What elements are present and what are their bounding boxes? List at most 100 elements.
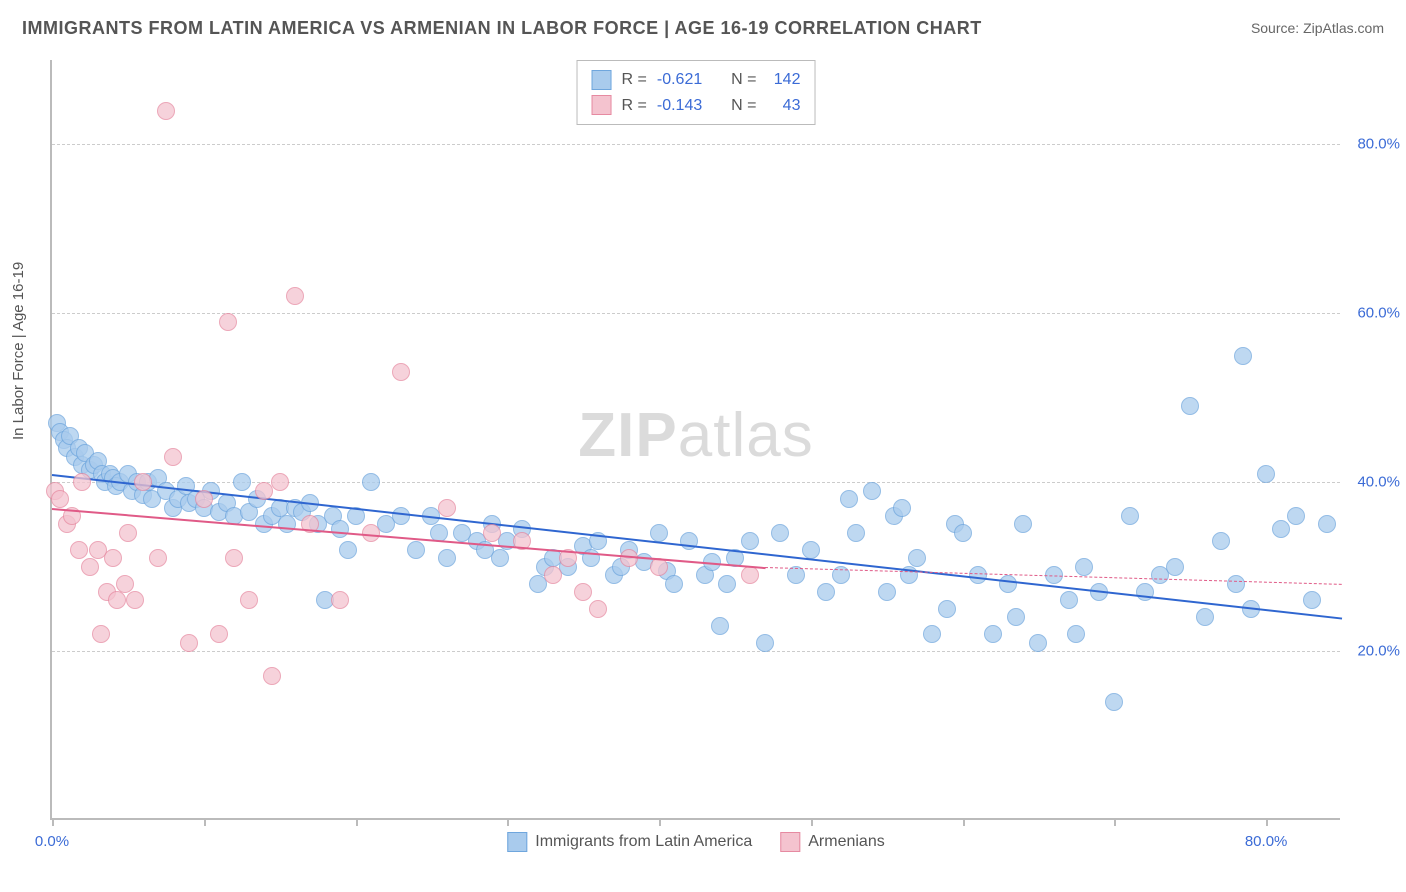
stat-r-value: -0.143 [657,93,702,119]
y-axis-label: In Labor Force | Age 16-19 [10,262,27,440]
data-point [104,549,122,567]
data-point [984,625,1002,643]
stats-row: R = -0.143 N = 43 [592,93,801,119]
watermark-bold: ZIP [578,401,677,470]
data-point [938,600,956,618]
data-point [278,515,296,533]
legend-item: Immigrants from Latin America [507,832,752,852]
data-point [263,667,281,685]
data-point [1075,558,1093,576]
data-point [219,313,237,331]
data-point [1196,608,1214,626]
data-point [1212,532,1230,550]
stat-n-value: 43 [766,93,800,119]
data-point [180,634,198,652]
stat-n-value: 142 [766,67,800,93]
data-point [51,490,69,508]
data-point [817,583,835,601]
data-point [756,634,774,652]
x-tick-mark [1114,818,1116,826]
data-point [771,524,789,542]
data-point [1303,591,1321,609]
data-point [210,625,228,643]
x-tick-label: 0.0% [35,833,69,850]
data-point [108,591,126,609]
stat-n-label: N = [731,67,756,93]
x-tick-mark [507,818,509,826]
data-point [1166,558,1184,576]
data-point [1234,347,1252,365]
gridline [52,144,1340,145]
data-point [893,499,911,517]
data-point [392,363,410,381]
data-point [73,473,91,491]
data-point [134,473,152,491]
data-point [1007,608,1025,626]
data-point [195,490,213,508]
y-tick-label: 20.0% [1345,643,1400,660]
data-point [1014,515,1032,533]
legend-swatch [507,832,527,852]
legend-label: Armenians [808,833,884,851]
x-tick-mark [356,818,358,826]
data-point [81,558,99,576]
data-point [1121,507,1139,525]
data-point [331,591,349,609]
stat-n-label: N = [731,93,756,119]
data-point [999,575,1017,593]
watermark: ZIPatlas [578,400,813,471]
y-tick-label: 60.0% [1345,305,1400,322]
data-point [116,575,134,593]
data-point [1029,634,1047,652]
stat-r-label: R = [622,67,647,93]
stat-r-label: R = [622,93,647,119]
bottom-legend: Immigrants from Latin America Armenians [507,832,884,852]
data-point [240,591,258,609]
legend-item: Armenians [780,832,884,852]
x-tick-mark [811,818,813,826]
data-point [164,448,182,466]
data-point [491,549,509,567]
data-point [392,507,410,525]
data-point [1287,507,1305,525]
data-point [483,524,501,542]
chart-title: IMMIGRANTS FROM LATIN AMERICA VS ARMENIA… [22,18,982,39]
data-point [741,566,759,584]
data-point [225,549,243,567]
data-point [362,473,380,491]
data-point [119,524,137,542]
data-point [923,625,941,643]
legend-label: Immigrants from Latin America [535,833,752,851]
data-point [362,524,380,542]
data-point [741,532,759,550]
data-point [149,549,167,567]
data-point [589,600,607,618]
data-point [1181,397,1199,415]
source-attribution: Source: ZipAtlas.com [1251,20,1384,36]
legend-swatch [592,95,612,115]
stats-row: R = -0.621 N = 142 [592,67,801,93]
data-point [233,473,251,491]
data-point [438,549,456,567]
stat-r-value: -0.621 [657,67,702,93]
watermark-rest: atlas [678,401,814,470]
data-point [847,524,865,542]
data-point [665,575,683,593]
stats-legend-box: R = -0.621 N = 142 R = -0.143 N = 43 [577,60,816,125]
data-point [863,482,881,500]
data-point [1272,520,1290,538]
data-point [1257,465,1275,483]
data-point [92,625,110,643]
y-tick-label: 80.0% [1345,136,1400,153]
data-point [711,617,729,635]
data-point [286,287,304,305]
y-tick-label: 40.0% [1345,474,1400,491]
data-point [1318,515,1336,533]
legend-swatch [780,832,800,852]
data-point [339,541,357,559]
data-point [1060,591,1078,609]
gridline [52,313,1340,314]
data-point [1105,693,1123,711]
x-tick-label: 80.0% [1245,833,1288,850]
data-point [1227,575,1245,593]
